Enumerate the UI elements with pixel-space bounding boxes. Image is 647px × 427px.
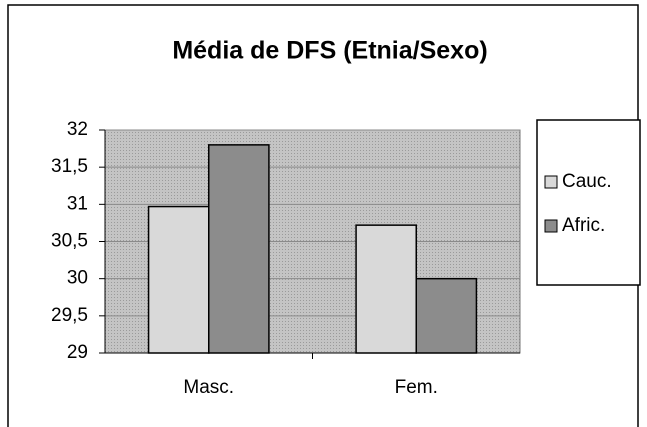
y-tick-label: 29,5 bbox=[51, 305, 88, 326]
legend-label: Afric. bbox=[562, 215, 605, 236]
legend-box bbox=[536, 119, 641, 286]
y-tick-label: 31 bbox=[67, 193, 88, 214]
x-tick-label: Fem. bbox=[395, 377, 438, 398]
chart-title: Média de DFS (Etnia/Sexo) bbox=[172, 37, 487, 65]
y-tick-label: 29 bbox=[67, 342, 88, 363]
y-tick-label: 30 bbox=[67, 268, 88, 289]
y-tick-label: 30,5 bbox=[51, 231, 88, 252]
legend-label: Cauc. bbox=[562, 171, 612, 192]
bar bbox=[208, 144, 270, 354]
x-tick-label: Masc. bbox=[183, 377, 234, 398]
bar bbox=[147, 205, 210, 354]
y-tick-label: 32 bbox=[67, 119, 88, 140]
bar bbox=[355, 224, 418, 354]
legend-swatch bbox=[544, 175, 558, 189]
y-tick-label: 31,5 bbox=[51, 156, 88, 177]
legend-swatch bbox=[544, 219, 558, 233]
bar bbox=[415, 277, 478, 354]
